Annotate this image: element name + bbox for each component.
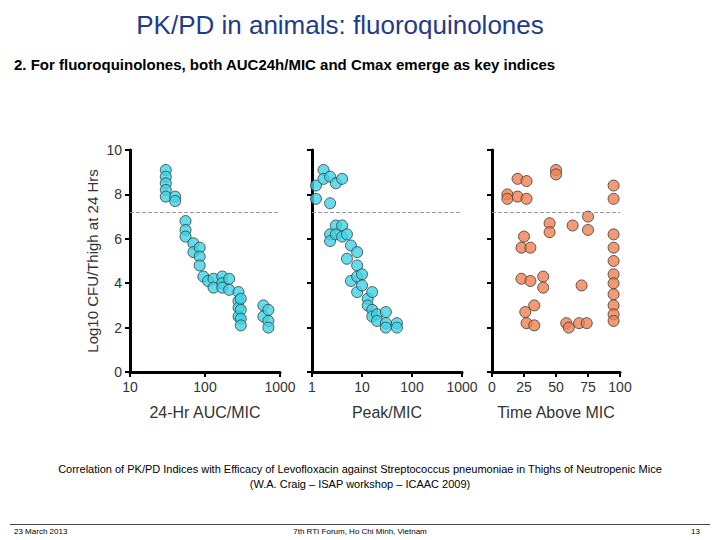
- svg-text:8: 8: [114, 186, 122, 202]
- svg-text:25: 25: [516, 379, 532, 395]
- svg-text:Time Above MIC: Time Above MIC: [497, 404, 615, 421]
- html-text:2. For fluoroquinolones, both: 2. For fluoroquinolones, both AUC24h/MIC…: [14, 56, 556, 73]
- svg-text:4: 4: [114, 275, 122, 291]
- html-text:(W.A. Craig – ISAP workshop –: (W.A. Craig – ISAP workshop – ICAAC 2009…: [249, 478, 471, 490]
- html-text:7th RTI Forum, Ho Chi Minh, Vi: 7th RTI Forum, Ho Chi Minh, Vietnam: [293, 527, 427, 536]
- svg-text:10: 10: [354, 379, 370, 395]
- svg-text:10: 10: [122, 379, 138, 395]
- svg-text:6: 6: [114, 231, 122, 247]
- svg-text:100: 100: [400, 379, 424, 395]
- svg-text:1: 1: [308, 379, 316, 395]
- svg-text:10: 10: [106, 142, 122, 158]
- html-text:13: 13: [691, 527, 700, 536]
- html-text:23 March 2013: 23 March 2013: [14, 527, 68, 536]
- svg-text:2: 2: [114, 320, 122, 336]
- svg-text:100: 100: [608, 379, 632, 395]
- svg-text:0: 0: [114, 364, 122, 380]
- svg-text:100: 100: [193, 379, 217, 395]
- html-text:PK/PD in animals: fluoroquinol: PK/PD in animals: fluoroquinolones: [136, 10, 544, 40]
- svg-text:50: 50: [548, 379, 564, 395]
- svg-text:Log10 CFU/Thigh at 24 Hrs: Log10 CFU/Thigh at 24 Hrs: [84, 169, 101, 352]
- svg-text:24-Hr AUC/MIC: 24-Hr AUC/MIC: [149, 404, 260, 421]
- svg-text:0: 0: [488, 379, 496, 395]
- svg-text:Peak/MIC: Peak/MIC: [352, 404, 422, 421]
- svg-text:75: 75: [580, 379, 596, 395]
- svg-text:1000: 1000: [446, 379, 477, 395]
- html-text:Correlation of PK/PD Indices w: Correlation of PK/PD Indices with Effica…: [58, 463, 662, 475]
- svg-text:1000: 1000: [264, 379, 295, 395]
